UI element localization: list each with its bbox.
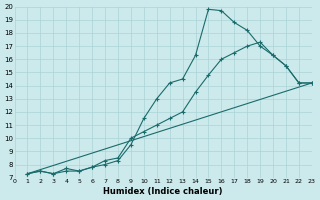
X-axis label: Humidex (Indice chaleur): Humidex (Indice chaleur) — [103, 187, 223, 196]
